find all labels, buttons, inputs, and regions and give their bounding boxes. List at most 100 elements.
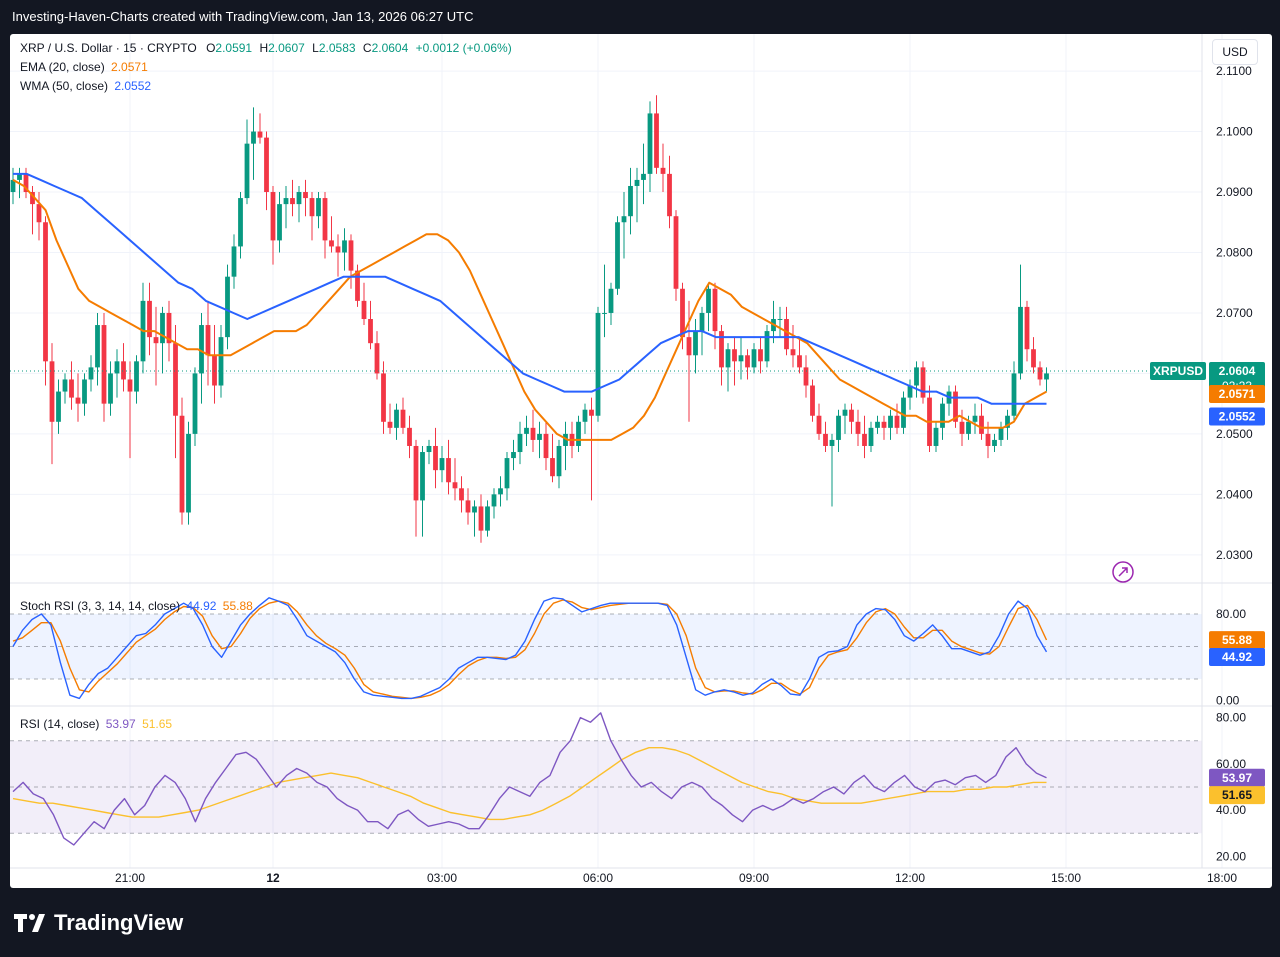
rsi-ma-tag-text: 51.65 [1222, 788, 1252, 802]
rsi-label: RSI (14, close) [20, 717, 100, 731]
wma-legend[interactable]: WMA (50, close) 2.0552 [20, 79, 151, 93]
rsi-tick-label: 20.00 [1216, 849, 1246, 863]
ema-label: EMA (20, close) [20, 60, 105, 74]
candle-body [192, 373, 198, 434]
candle-body [504, 458, 510, 489]
ticker-tag-text: XRPUSD [1153, 364, 1203, 378]
chart-frame[interactable]: 2.03002.04002.05002.06002.07002.08002.09… [10, 34, 1272, 888]
time-tick-label: 06:00 [583, 871, 613, 885]
candle-body [608, 288, 614, 313]
candle-body [17, 173, 22, 180]
ema-line [12, 179, 1047, 441]
tradingview-logo[interactable]: TradingView [14, 910, 183, 936]
candle-body [251, 131, 256, 144]
candle-body [296, 192, 302, 205]
candle-body [855, 421, 861, 434]
candle-body [231, 246, 237, 277]
candle-body [23, 173, 29, 193]
candle-body [777, 319, 783, 320]
candle-body [621, 216, 627, 223]
candle-body [745, 355, 750, 368]
candle-body [888, 415, 893, 428]
price-tick-label: 2.0400 [1216, 487, 1253, 501]
price-tick-label: 2.0500 [1216, 427, 1253, 441]
candle-body [446, 458, 451, 483]
time-tick-label: 03:00 [427, 871, 457, 885]
rsi-ma-value: 51.65 [142, 717, 173, 731]
candle-body [595, 312, 601, 416]
candle-body [491, 494, 497, 507]
candle-body [875, 421, 880, 428]
candle-body [472, 506, 477, 513]
candle-body [868, 427, 874, 446]
candle-body [582, 409, 588, 422]
candle-body [277, 204, 282, 241]
candle-body [517, 433, 523, 453]
candle-body [303, 192, 308, 199]
candle-body [361, 300, 367, 319]
candle-body [290, 198, 295, 205]
candle-body [88, 367, 94, 380]
candle-body [1018, 306, 1023, 374]
time-tick-label: 18:00 [1207, 871, 1237, 885]
candle-body [842, 409, 848, 416]
candle-body [933, 427, 939, 446]
currency-button[interactable]: USD [1212, 39, 1258, 65]
candle-body [270, 192, 276, 241]
candle-body [166, 312, 172, 344]
candle-body [615, 222, 620, 289]
chart-canvas[interactable]: 2.03002.04002.05002.06002.07002.08002.09… [10, 34, 1272, 888]
candle-body [413, 445, 419, 501]
candle-body [394, 409, 399, 428]
rsi-tag-bg [1209, 768, 1265, 787]
candle-body [10, 179, 16, 193]
candle-body [387, 421, 393, 428]
candle-body [433, 445, 438, 471]
open-label: O [206, 41, 216, 55]
wma-label: WMA (50, close) [20, 79, 109, 93]
candle-body [901, 397, 906, 428]
candle-body [1031, 349, 1036, 368]
candle-body [667, 173, 672, 217]
time-tick-label: 15:00 [1051, 871, 1081, 885]
candle-body [537, 433, 542, 440]
candle-body [914, 367, 919, 386]
candle-body [998, 427, 1004, 440]
candle-body [147, 300, 152, 338]
candle-body [907, 385, 913, 398]
candle-body [823, 433, 828, 446]
candle-body [764, 331, 770, 362]
candle-body [381, 373, 386, 422]
candle-body [660, 167, 666, 174]
candle-body [238, 198, 243, 247]
candle-body [693, 331, 698, 356]
candle-body [524, 427, 529, 434]
stoch-legend[interactable]: Stoch RSI (3, 3, 14, 14, close) 44.92 55… [20, 599, 253, 613]
stoch-k-tag-text: 44.92 [1222, 650, 1252, 664]
rsi-tag-text: 53.97 [1222, 771, 1252, 785]
change-value: +0.0012 (+0.06%) [415, 41, 512, 55]
candle-body [368, 319, 373, 344]
candle-body [121, 361, 126, 380]
candle-body [257, 131, 263, 138]
replay-icon-arrow [1118, 567, 1128, 577]
candle-body [75, 397, 81, 404]
candle-body [1024, 306, 1030, 350]
candle-body [719, 331, 724, 368]
candle-body [322, 198, 328, 241]
candle-body [803, 367, 809, 386]
replay-icon [1112, 561, 1134, 583]
rsi-ma-tag-bg [1209, 786, 1265, 805]
candle-body [784, 319, 789, 350]
stoch-d-tag-bg [1209, 631, 1265, 650]
candle-body [309, 198, 315, 217]
candle-body [673, 216, 679, 289]
candle-body [355, 270, 360, 301]
candle-body [836, 415, 841, 440]
ema-legend[interactable]: EMA (20, close) 2.0571 [20, 60, 148, 74]
candle-body [186, 433, 191, 513]
close-label: C [362, 41, 372, 55]
candle-body [283, 198, 289, 205]
rsi-legend[interactable]: RSI (14, close) 53.97 51.65 [20, 717, 172, 731]
candle-body [530, 427, 536, 440]
